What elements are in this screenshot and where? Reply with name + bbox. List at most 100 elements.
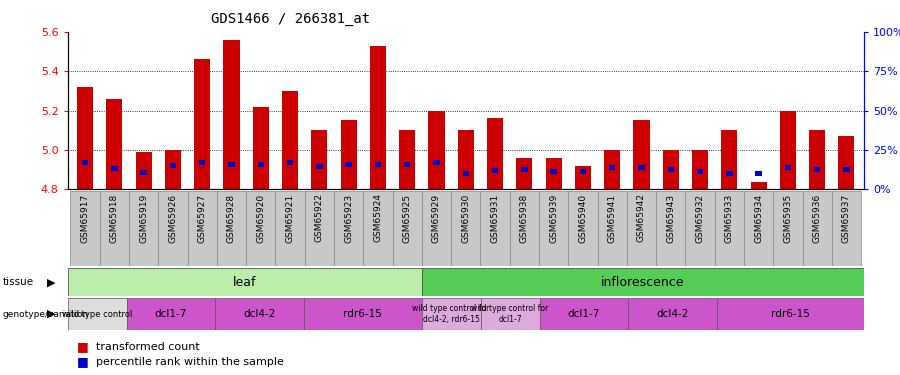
Text: GSM65937: GSM65937 bbox=[842, 194, 850, 243]
Bar bbox=[604, 150, 620, 189]
Bar bbox=[433, 160, 440, 165]
Text: GSM65943: GSM65943 bbox=[666, 194, 675, 243]
Bar bbox=[721, 130, 737, 189]
Bar bbox=[287, 160, 293, 165]
Bar bbox=[487, 118, 503, 189]
Bar bbox=[246, 191, 275, 266]
Text: rdr6-15: rdr6-15 bbox=[343, 309, 382, 319]
Bar bbox=[165, 150, 181, 189]
Text: GSM65920: GSM65920 bbox=[256, 194, 266, 243]
Text: GSM65936: GSM65936 bbox=[813, 194, 822, 243]
Text: GSM65917: GSM65917 bbox=[81, 194, 90, 243]
Bar bbox=[217, 191, 246, 266]
Text: leaf: leaf bbox=[233, 276, 256, 289]
Text: GDS1466 / 266381_at: GDS1466 / 266381_at bbox=[211, 12, 370, 26]
Bar bbox=[311, 130, 328, 189]
Bar bbox=[809, 130, 825, 189]
Bar bbox=[223, 40, 239, 189]
Bar bbox=[656, 191, 686, 266]
Bar bbox=[692, 150, 708, 189]
Bar bbox=[785, 165, 791, 170]
Bar bbox=[399, 130, 415, 189]
Bar bbox=[726, 171, 733, 176]
Bar bbox=[491, 168, 499, 173]
Text: GSM65942: GSM65942 bbox=[637, 194, 646, 243]
Bar bbox=[463, 171, 469, 176]
Bar bbox=[77, 87, 93, 189]
Text: GSM65934: GSM65934 bbox=[754, 194, 763, 243]
Text: wild type control for
dcl1-7: wild type control for dcl1-7 bbox=[472, 304, 549, 324]
Text: GSM65925: GSM65925 bbox=[402, 194, 411, 243]
Text: wild type control: wild type control bbox=[62, 310, 132, 319]
Text: GSM65941: GSM65941 bbox=[608, 194, 616, 243]
Text: wild type control for
dcl4-2, rdr6-15: wild type control for dcl4-2, rdr6-15 bbox=[412, 304, 490, 324]
Text: ▶: ▶ bbox=[47, 309, 55, 319]
Text: GSM65931: GSM65931 bbox=[491, 194, 500, 243]
Bar bbox=[521, 167, 527, 172]
Bar bbox=[686, 191, 715, 266]
Text: GSM65924: GSM65924 bbox=[374, 194, 382, 243]
Text: dcl4-2: dcl4-2 bbox=[656, 309, 688, 319]
Text: ■: ■ bbox=[76, 356, 88, 368]
Bar bbox=[803, 191, 832, 266]
Bar bbox=[170, 163, 176, 168]
Bar bbox=[626, 191, 656, 266]
Bar bbox=[275, 191, 305, 266]
Bar bbox=[404, 162, 410, 167]
Bar bbox=[305, 191, 334, 266]
Bar bbox=[68, 268, 421, 296]
Bar bbox=[334, 191, 364, 266]
Bar bbox=[638, 165, 644, 170]
Text: inflorescence: inflorescence bbox=[601, 276, 685, 289]
Bar bbox=[374, 162, 381, 167]
Bar bbox=[364, 191, 392, 266]
Text: genotype/variation: genotype/variation bbox=[3, 310, 89, 319]
Text: GSM65933: GSM65933 bbox=[724, 194, 733, 243]
Text: ▶: ▶ bbox=[47, 277, 55, 287]
Text: transformed count: transformed count bbox=[96, 342, 200, 352]
Text: dcl4-2: dcl4-2 bbox=[243, 309, 275, 319]
Bar bbox=[773, 191, 803, 266]
Bar bbox=[832, 191, 861, 266]
Bar bbox=[136, 152, 152, 189]
Text: GSM65923: GSM65923 bbox=[344, 194, 353, 243]
Text: GSM65940: GSM65940 bbox=[579, 194, 588, 243]
Text: dcl1-7: dcl1-7 bbox=[155, 309, 187, 319]
Bar bbox=[194, 59, 211, 189]
Bar bbox=[82, 160, 88, 165]
Bar bbox=[580, 169, 586, 174]
Bar bbox=[744, 191, 773, 266]
Bar bbox=[340, 120, 356, 189]
Bar bbox=[481, 298, 539, 330]
Text: ■: ■ bbox=[76, 340, 88, 353]
Bar bbox=[481, 191, 509, 266]
Bar bbox=[316, 164, 322, 169]
Bar bbox=[539, 298, 628, 330]
Bar bbox=[68, 298, 127, 330]
Text: GSM65921: GSM65921 bbox=[285, 194, 294, 243]
Bar bbox=[111, 166, 118, 171]
Bar bbox=[428, 111, 445, 189]
Text: GSM65928: GSM65928 bbox=[227, 194, 236, 243]
Bar bbox=[187, 191, 217, 266]
Bar bbox=[575, 166, 591, 189]
Text: GSM65938: GSM65938 bbox=[520, 194, 529, 243]
Bar bbox=[755, 171, 761, 176]
Bar bbox=[697, 169, 703, 174]
Bar bbox=[127, 298, 215, 330]
Text: GSM65932: GSM65932 bbox=[696, 194, 705, 243]
Bar bbox=[229, 162, 235, 167]
Text: GSM65922: GSM65922 bbox=[315, 194, 324, 243]
Bar bbox=[70, 191, 100, 266]
Bar bbox=[100, 191, 129, 266]
Bar bbox=[370, 46, 386, 189]
Bar bbox=[609, 165, 616, 170]
Bar bbox=[668, 167, 674, 172]
Text: GSM65919: GSM65919 bbox=[140, 194, 148, 243]
Bar bbox=[421, 268, 864, 296]
Bar bbox=[539, 191, 568, 266]
Bar bbox=[568, 191, 598, 266]
Bar bbox=[303, 298, 421, 330]
Text: tissue: tissue bbox=[3, 277, 34, 287]
Text: GSM65926: GSM65926 bbox=[168, 194, 177, 243]
